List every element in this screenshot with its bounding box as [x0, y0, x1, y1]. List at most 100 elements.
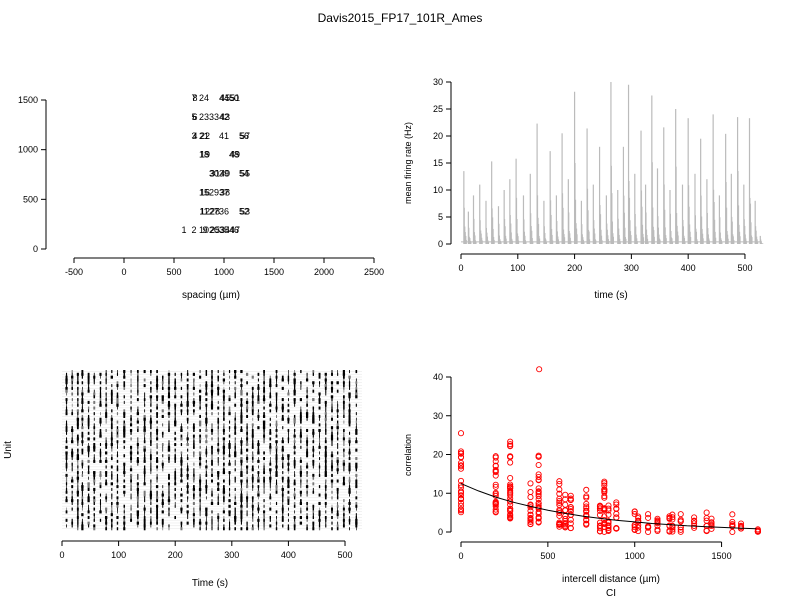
spike-tick [123, 370, 126, 374]
p2-y-tick-label: 25 [433, 104, 443, 114]
spike-tick [105, 518, 108, 522]
spike-tick [356, 527, 357, 531]
spike-tick [76, 476, 80, 480]
spike-tick [281, 476, 284, 480]
spike-tick [336, 451, 339, 455]
spike-tick [77, 398, 79, 402]
spike-tick [246, 476, 248, 480]
spike-tick [65, 375, 68, 379]
spike-tick [282, 513, 284, 517]
spike-tick [275, 398, 278, 402]
spike-tick [105, 381, 107, 385]
spike-tick [228, 471, 231, 475]
spike-tick [325, 431, 327, 435]
spike-tick [263, 457, 265, 461]
spike-tick [263, 451, 265, 455]
spike-tick [77, 504, 79, 508]
p3-x-tick-label: 400 [281, 550, 296, 560]
spike-tick [137, 445, 139, 449]
spike-tick [99, 499, 101, 503]
spike-tick [252, 392, 254, 396]
spike-tick [143, 417, 146, 421]
spike-tick [116, 465, 119, 469]
spike-tick [336, 459, 339, 463]
spike-tick [348, 468, 351, 472]
spike-tick [318, 521, 321, 525]
spike-tick [161, 501, 164, 506]
spike-tick [252, 426, 254, 430]
spike-tick [174, 437, 177, 441]
spike-tick [355, 426, 357, 430]
spike-tick [187, 434, 189, 438]
spike-tick [116, 504, 119, 508]
corr-point [583, 507, 590, 514]
spike-tick [167, 454, 171, 458]
spike-tick [263, 504, 265, 508]
spike-tick [130, 493, 132, 497]
unit-label: 16 [200, 187, 210, 197]
spike-tick [192, 426, 195, 430]
spike-tick [168, 378, 170, 382]
spike-tick [206, 515, 207, 520]
spike-tick [282, 501, 284, 506]
spike-tick [258, 389, 259, 393]
spike-tick [318, 510, 321, 514]
spike-tick [228, 521, 231, 525]
spike-tick [205, 412, 208, 416]
spike-tick [294, 375, 296, 379]
panel-firing-rate: time (s) mean firing rate (Hz) 0 100 200 30… [403, 77, 764, 301]
spike-tick [205, 462, 207, 466]
spike-tick [76, 507, 79, 511]
spike-tick [81, 442, 83, 447]
spike-tick [331, 398, 333, 402]
spike-tick [299, 521, 303, 525]
spike-tick [234, 370, 237, 374]
spike-tick [199, 482, 201, 486]
spike-tick [156, 510, 158, 514]
corr-point [507, 438, 514, 445]
spike-tick [137, 406, 139, 410]
spike-tick [252, 507, 254, 511]
spike-tick [325, 392, 327, 396]
corr-point [596, 528, 604, 535]
spike-tick [71, 476, 73, 480]
spike-tick [228, 510, 231, 514]
spike-tick [355, 524, 358, 528]
spike-tick [77, 442, 79, 447]
spike-tick [143, 370, 146, 374]
spike-tick [180, 434, 183, 438]
spike-tick [223, 426, 225, 430]
spike-tick [287, 485, 290, 489]
spike-tick [330, 465, 334, 469]
spike-tick [130, 448, 132, 452]
spike-tick [81, 518, 83, 522]
spike-tick [211, 395, 213, 399]
spike-tick [245, 400, 249, 404]
spike-tick [348, 403, 351, 407]
spike-tick [281, 406, 284, 410]
spike-tick [192, 513, 195, 517]
spike-tick [222, 445, 226, 449]
spike-tick [87, 406, 90, 410]
spike-tick [71, 521, 74, 525]
spike-tick [240, 521, 242, 525]
spike-tick [93, 426, 96, 430]
spike-tick [222, 428, 225, 433]
spike-tick [306, 386, 308, 390]
p2-y-tick-label: 30 [433, 77, 443, 87]
spike-tick [252, 518, 254, 522]
spike-tick [293, 372, 296, 376]
spike-tick [355, 403, 357, 407]
spike-tick [217, 476, 219, 480]
spike-tick [192, 487, 196, 491]
spike-tick [193, 462, 195, 466]
spike-tick [105, 378, 107, 382]
spike-tick [318, 400, 321, 404]
spike-tick [223, 370, 225, 374]
corr-point [601, 480, 608, 487]
spike-tick [81, 451, 84, 455]
spike-tick [129, 468, 133, 472]
spike-tick [234, 386, 237, 390]
spike-tick [174, 420, 177, 424]
spike-tick [257, 384, 260, 388]
